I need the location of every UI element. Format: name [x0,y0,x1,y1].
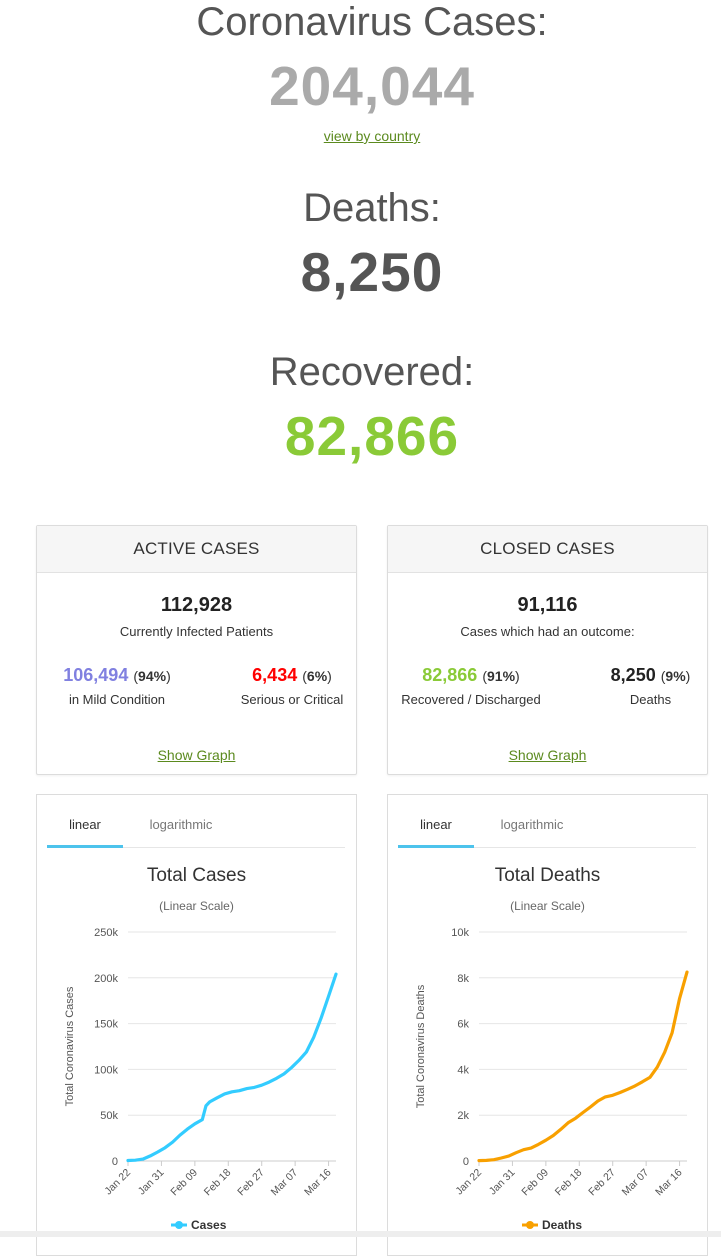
legend-marker [526,1221,534,1229]
deaths-value: 8,250 [300,241,444,303]
chart-subtitle: (Linear Scale) [159,899,234,913]
view-by-country-link[interactable]: view by country [323,128,421,144]
total-cases-chart-panel: linear logarithmic Total Cases (Linear S… [36,794,357,1256]
closed-recovered-label: Recovered / Discharged [401,692,541,707]
critical-label: Serious or Critical [240,692,344,707]
closed-recovered-percent: 91% [487,668,516,684]
mild-value: 106,494 [63,665,129,685]
x-tick-label: Mar 16 [302,1167,334,1199]
x-tick-label: Feb 27 [235,1167,267,1199]
tab-logarithmic[interactable]: logarithmic [149,817,213,832]
chart-subtitle: (Linear Scale) [510,899,585,913]
critical-value: 6,434 [252,665,298,685]
y-tick-label: 250k [94,927,118,939]
active-total: 112,928 [160,594,233,616]
mild-label: in Mild Condition [68,692,166,707]
x-tick-label: Jan 22 [453,1167,484,1198]
recovered-stat: 82,866 (91%) [422,665,520,685]
tab-logarithmic[interactable]: logarithmic [500,817,564,832]
closed-cases-panel: CLOSED CASES 91,116 Cases which had an o… [387,525,708,775]
x-tick-label: Jan 31 [487,1167,518,1198]
closed-deaths-percent: 9% [665,668,686,684]
active-total-label: Currently Infected Patients [119,624,274,639]
total-deaths-chart-panel: linear logarithmic Total Deaths (Linear … [387,794,708,1256]
total-cases-chart: 0 50k 100k 150k 200k 250k Total Coronavirus Ca… [64,927,338,1232]
x-tick-label: Feb 18 [553,1167,585,1199]
x-tick-label: Feb 09 [519,1167,551,1199]
x-tick-label: Mar 16 [653,1167,685,1199]
closed-show-graph-link[interactable]: Show Graph [508,747,587,763]
y-tick-label: 200k [94,973,118,985]
y-tick-label: 0 [463,1156,469,1168]
y-tick-label: 0 [112,1156,118,1168]
y-tick-label: 10k [451,927,469,939]
x-tick-label: Feb 09 [168,1167,200,1199]
cases-title: Coronavirus Cases: [196,0,548,44]
y-tick-label: 8k [457,973,469,985]
active-show-graph-link[interactable]: Show Graph [157,747,236,763]
y-tick-label: 100k [94,1064,118,1076]
deaths-title: Deaths: [303,186,441,230]
active-cases-panel: ACTIVE CASES 112,928 Currently Infected … [36,525,357,775]
recovered-title: Recovered: [269,350,475,394]
recovered-value: 82,866 [284,405,460,467]
closed-deaths-label: Deaths [629,692,672,707]
y-tick-label: 4k [457,1064,469,1076]
active-cases-header: ACTIVE CASES [37,526,356,573]
x-tick-label: Mar 07 [269,1167,301,1199]
cases-scale-tabs: linear logarithmic [47,811,345,848]
closed-total: 91,116 [517,594,578,616]
closed-deaths-value: 8,250 [610,665,656,685]
page-bottom-strip [0,1231,721,1237]
y-tick-label: 50k [100,1110,118,1122]
legend-label: Deaths [542,1218,582,1232]
tab-linear[interactable]: linear [47,811,123,848]
x-tick-label: Mar 07 [620,1167,652,1199]
chart-title: Total Cases [146,865,247,886]
deaths-scale-tabs: linear logarithmic [398,811,696,848]
y-tick-label: 6k [457,1019,469,1031]
critical-stat: 6,434 (6%) [252,665,332,685]
mild-percent: 94% [138,668,167,684]
series-line [126,972,338,1163]
closed-cases-header: CLOSED CASES [388,526,707,573]
x-tick-label: Jan 22 [102,1167,133,1198]
series-line [477,970,689,1163]
legend-label: Cases [191,1218,227,1232]
chart-title: Total Deaths [494,865,601,886]
x-tick-label: Jan 31 [136,1167,167,1198]
x-tick-label: Feb 18 [202,1167,234,1199]
closed-deaths-stat: 8,250 (9%) [610,665,691,685]
y-tick-label: 150k [94,1019,118,1031]
closed-recovered-value: 82,866 [422,665,478,685]
legend-marker [175,1221,183,1229]
critical-percent: 6% [306,668,328,684]
tab-linear[interactable]: linear [398,811,474,848]
y-axis-label: Total Coronavirus Cases [64,986,76,1106]
mild-stat: 106,494 (94%) [63,665,171,685]
y-tick-label: 2k [457,1110,469,1122]
x-tick-label: Feb 27 [586,1167,618,1199]
y-axis-label: Total Coronavirus Deaths [415,984,427,1108]
cases-value: 204,044 [269,55,475,117]
closed-total-label: Cases which had an outcome: [460,624,635,639]
total-deaths-chart: 0 2k 4k 6k 8k 10k Total Coronavirus Deaths Jan … [415,927,689,1232]
